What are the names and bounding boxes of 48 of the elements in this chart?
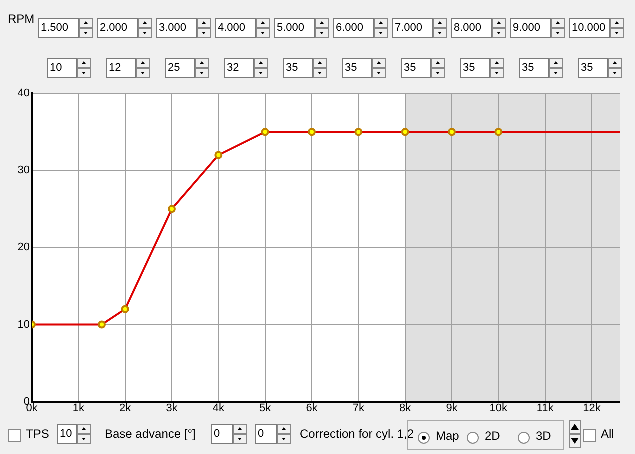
text: Base advance [°] [105, 427, 196, 441]
text: 5.000 [274, 18, 315, 38]
text: 2D [485, 429, 500, 443]
text: 0 [211, 424, 233, 444]
text: TPS [26, 427, 50, 441]
text: 12 [106, 58, 136, 78]
text: 35 [401, 58, 431, 78]
x-tick-label: 9k [446, 402, 458, 414]
x-tick-label: 3k [166, 402, 178, 414]
y-tick-label: 10 [18, 318, 30, 331]
x-tick-label: 4k [212, 402, 225, 414]
text: All [601, 427, 614, 441]
text: 25 [165, 58, 195, 78]
text: 3D [536, 429, 552, 443]
text: 35 [342, 58, 372, 78]
text: 6.000 [333, 18, 374, 38]
text: 35 [283, 58, 313, 78]
text: 35 [578, 58, 608, 78]
x-tick-label: 0k [26, 402, 38, 414]
y-tick-label: 40 [18, 88, 30, 100]
x-tick-label: 12k [583, 402, 602, 414]
x-tick-label: 8k [400, 402, 412, 414]
x-tick-label: 5k [260, 402, 272, 414]
text: 3.000 [156, 18, 197, 38]
text: 35 [460, 58, 490, 78]
y-tick-label: 30 [18, 164, 30, 177]
text: 2.000 [97, 18, 138, 38]
x-tick-label: 6k [306, 402, 318, 414]
text: 7.000 [392, 18, 433, 38]
text: 10 [47, 58, 77, 78]
y-tick-label: 20 [18, 242, 30, 254]
text: 10.000 [569, 18, 610, 38]
x-tick-label: 11k [536, 402, 554, 414]
text: 10 [57, 424, 77, 444]
text: 35 [519, 58, 549, 78]
text: Map [436, 429, 460, 443]
x-tick-label: 1k [72, 402, 85, 414]
text: 9.000 [510, 18, 551, 38]
text: 4.000 [215, 18, 256, 38]
text: 1.500 [38, 18, 79, 38]
x-tick-label: 2k [120, 402, 132, 414]
x-tick-label: 10k [490, 402, 508, 414]
x-tick-label: 7k [352, 402, 365, 414]
text: 0 [255, 424, 277, 444]
text: Correction for cyl. 1,2 [300, 427, 414, 441]
text: 32 [224, 58, 254, 78]
text: 8.000 [451, 18, 492, 38]
text: RPM [8, 12, 35, 26]
